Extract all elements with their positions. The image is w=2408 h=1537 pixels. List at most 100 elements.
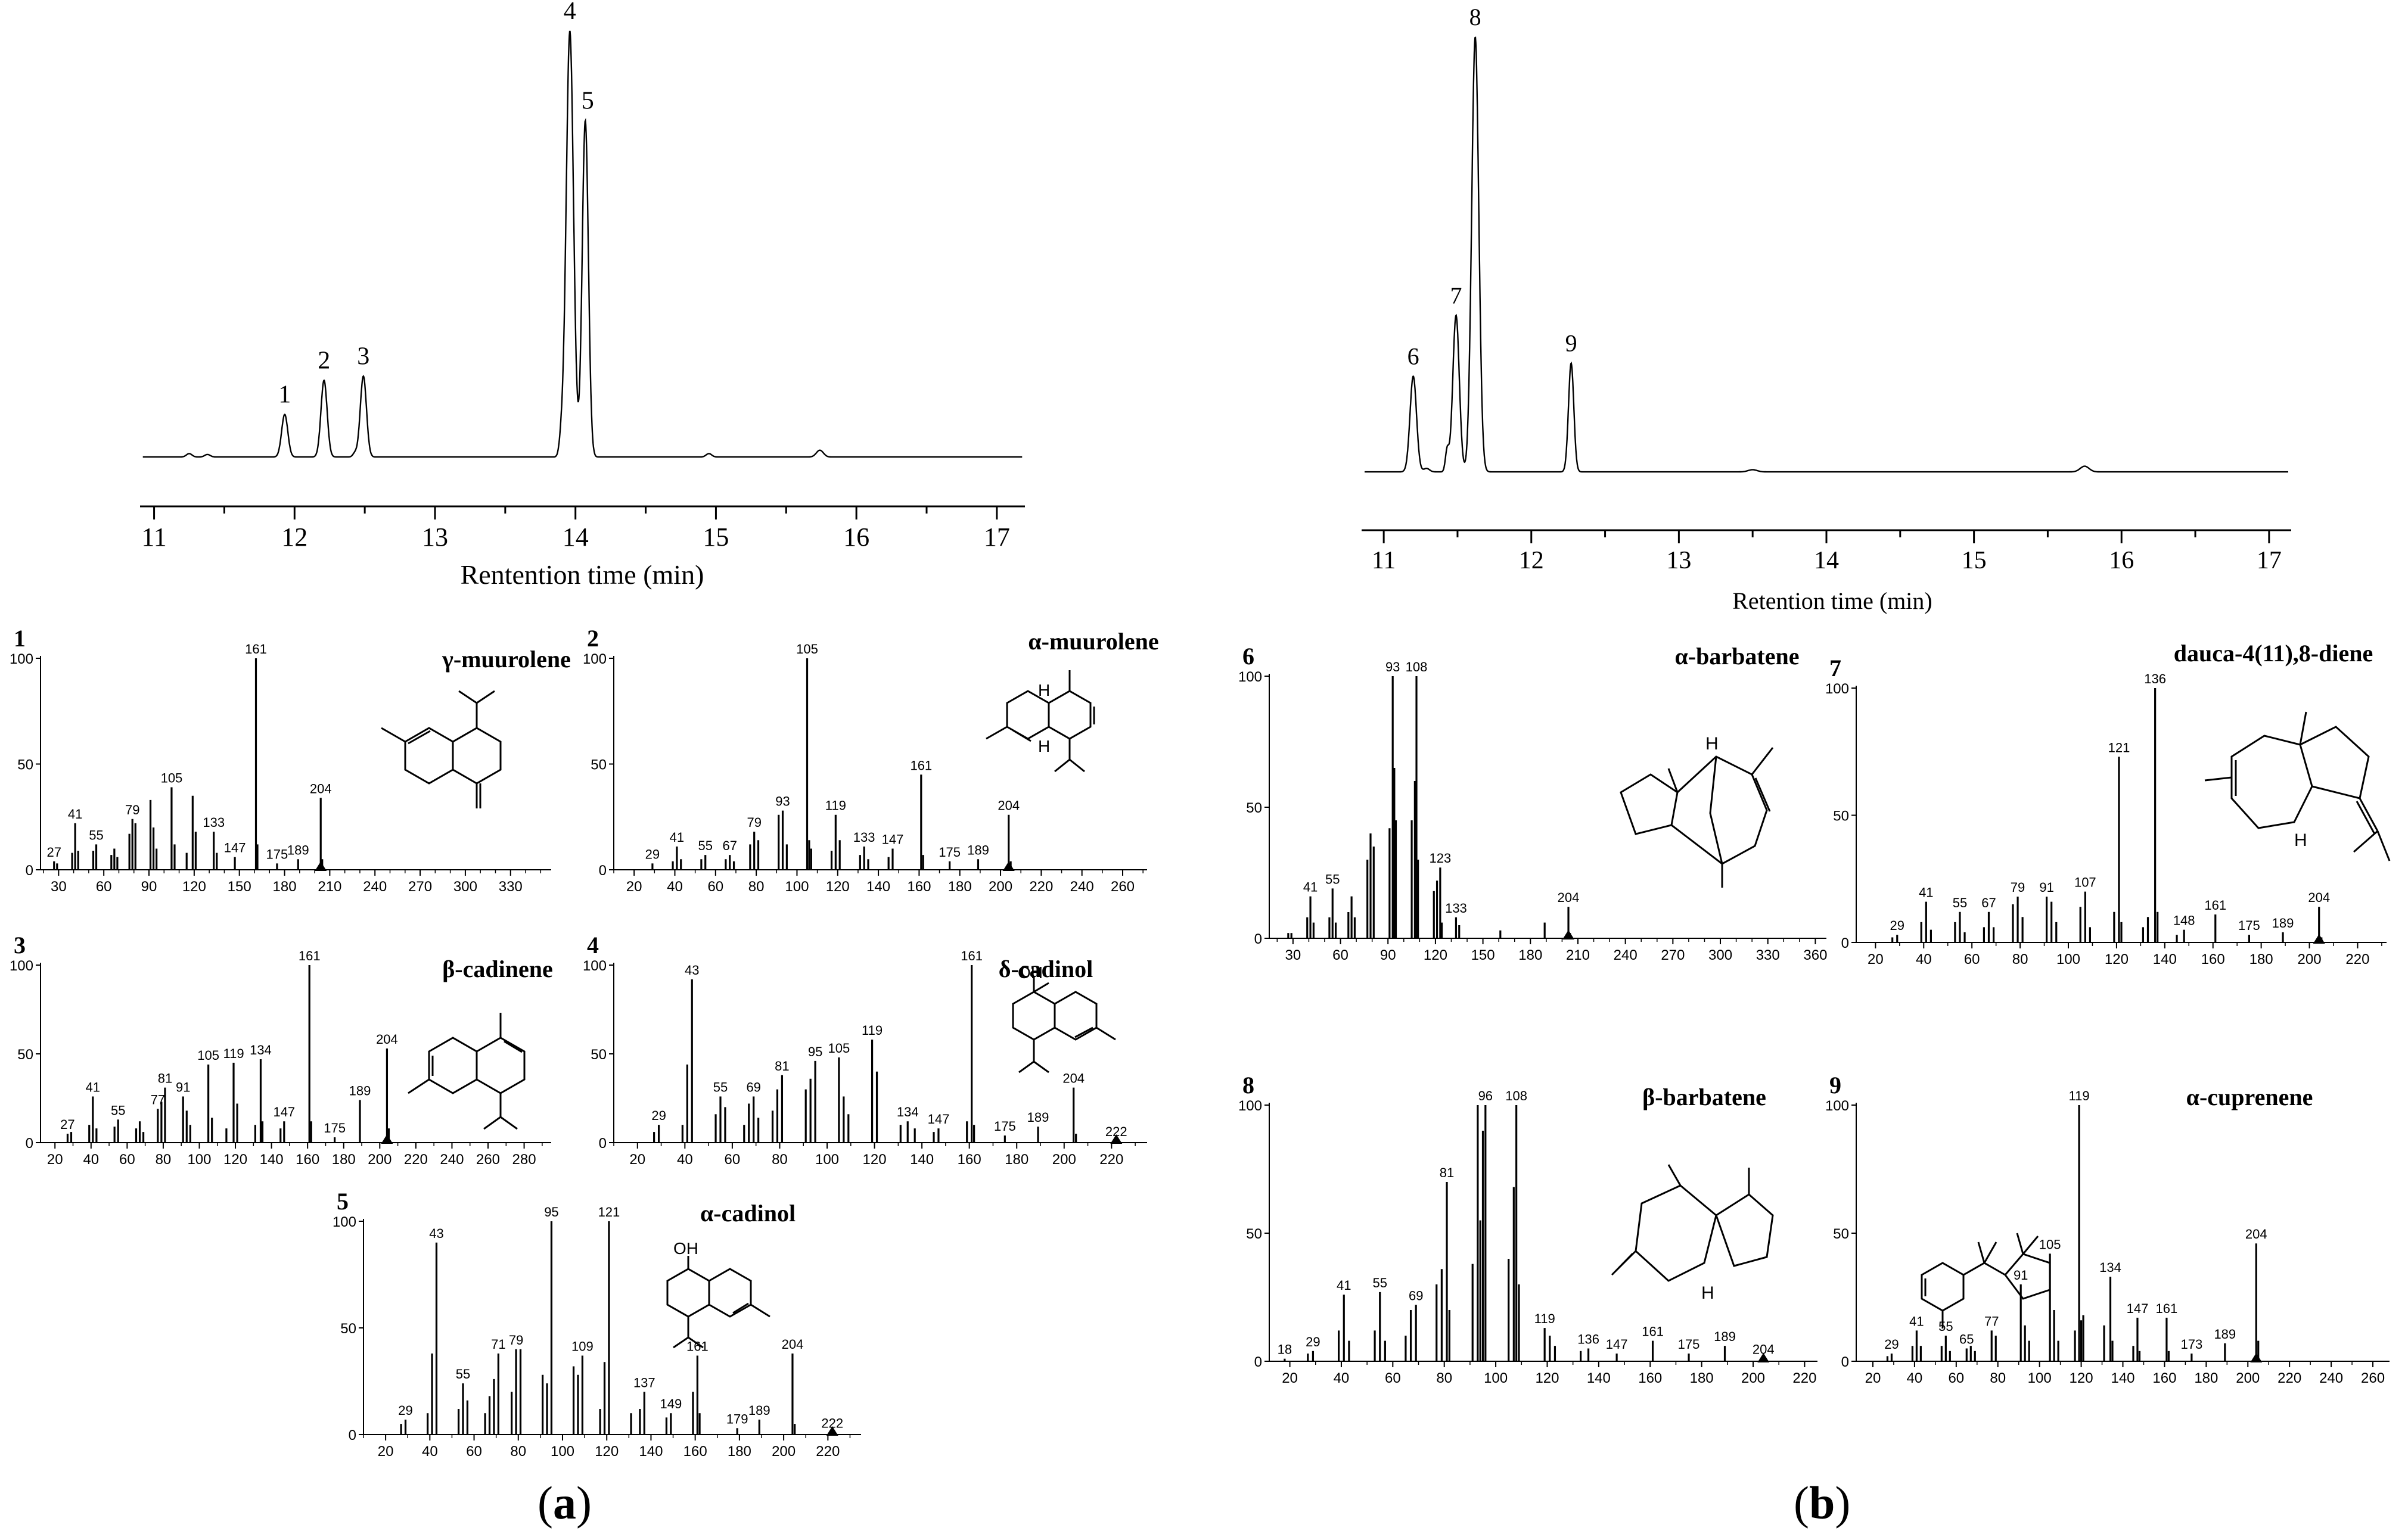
ms-2-peak-label: 41: [670, 830, 684, 845]
ms-4-xtick-label: 80: [772, 1152, 788, 1168]
ms-2-xtick-label: 240: [1070, 879, 1094, 895]
ms-2-ytick-label: 50: [591, 757, 607, 773]
chromatogram-b-peak-labels: 6 7 8 9: [1407, 4, 1577, 369]
ms-6-xtick-label: 300: [1708, 947, 1732, 963]
ms-7-peak-label: 55: [1953, 895, 1967, 910]
ms-3-xtick-label: 200: [368, 1152, 392, 1168]
ms-8-xtick-label: 200: [1741, 1370, 1765, 1386]
ms-9-peak-label: 105: [2039, 1237, 2061, 1252]
chrom-b-peak-label: 8: [1469, 4, 1481, 30]
ms-7-peak-label: 161: [2204, 898, 2226, 913]
ms-8-compound-name: β-barbatene: [1642, 1084, 1766, 1110]
structure-gamma-muurolene: [381, 690, 502, 808]
ms-1-xtick-label: 180: [273, 879, 297, 895]
ms-3-peak-label: 189: [349, 1083, 371, 1098]
ms-3-peak-label: 91: [176, 1080, 190, 1095]
chrom-b-peak-label: 6: [1407, 343, 1419, 369]
ms-1-ytick-label: 50: [17, 757, 33, 773]
ms-8-peak-label: 96: [1478, 1088, 1493, 1103]
ms-9-xtick-label: 200: [2236, 1370, 2260, 1386]
chromatogram-a-trace: [142, 30, 1023, 458]
ms-7-xtick-label: 200: [2298, 951, 2322, 967]
ms-3-xtick-label: 40: [83, 1152, 99, 1168]
ms-8-peak-label: 108: [1505, 1088, 1527, 1103]
ms-9-xtick-label: 100: [2028, 1370, 2052, 1386]
ms-1-ytick-label: 100: [10, 651, 33, 667]
ms-4-xtick-label: 20: [629, 1152, 645, 1168]
ms-4-peak-label: 29: [651, 1108, 666, 1123]
ms-3-xtick-label: 60: [119, 1152, 135, 1168]
structure-alpha-cuprenene: [1921, 1233, 2051, 1328]
ms-1-xtick-label: 90: [141, 879, 157, 895]
ms-7-xtick-label: 160: [2201, 951, 2225, 967]
ms-5-molecular-ion-marker: [826, 1426, 838, 1436]
ms-1-compound-name: γ-muurolene: [442, 646, 571, 673]
ms-4-xtick-label: 180: [1005, 1152, 1029, 1168]
ms-5-peak-label: 43: [429, 1226, 443, 1241]
ms-9-xtick-label: 60: [1948, 1370, 1964, 1386]
ms-1-peak-label: 79: [125, 802, 139, 817]
ms-2-peak-label: 119: [825, 798, 846, 813]
ms-2-peak-label: 189: [967, 842, 989, 857]
ms-4-xtick-label: 160: [958, 1152, 981, 1168]
ms-2-molecular-ion-marker: [1002, 861, 1015, 871]
ms-5-ytick-label: 0: [349, 1427, 356, 1443]
ms-4-peak-label: 134: [897, 1104, 919, 1119]
structure-delta-cadinol: OH: [1012, 963, 1116, 1074]
ms-2-peak-label: 67: [722, 838, 737, 853]
ms-3-ytick-label: 50: [17, 1047, 33, 1063]
ms-1-peak-label: 175: [266, 847, 288, 861]
chrom-a-tick-label: 11: [141, 522, 166, 552]
ms-8-peak-label: 69: [1409, 1288, 1423, 1303]
ms-8-xtick-label: 40: [1334, 1370, 1350, 1386]
ms-2-xtick-label: 100: [785, 879, 809, 895]
panel-label-b: (b): [1794, 1477, 1851, 1529]
ms-2-peak-label: 147: [882, 832, 904, 847]
chromatogram-b-trace: [1365, 36, 2288, 473]
ms-3-xtick-label: 20: [47, 1152, 63, 1168]
ms-6-xtick-label: 60: [1332, 947, 1349, 963]
ms-2-xtick-label: 260: [1111, 879, 1135, 895]
chrom-a-tick-label: 13: [422, 522, 448, 552]
chrom-a-peak-label: 5: [582, 87, 594, 114]
ms-2-peak-label: 93: [775, 794, 790, 809]
structure-beta-cadinene: [408, 1013, 526, 1130]
ms-4-peak-label: 69: [746, 1080, 760, 1095]
ms-1-peak-label: 204: [310, 781, 332, 796]
ms-3-peak-label: 55: [111, 1103, 125, 1118]
ms-7-ytick-label: 100: [1825, 681, 1849, 697]
ms-7-xtick-label: 80: [2012, 951, 2028, 967]
ms-3-ytick-label: 0: [26, 1135, 33, 1152]
ms-5-peak-label: 95: [544, 1205, 558, 1219]
ms-1-xtick-label: 150: [228, 879, 251, 895]
ms-7-ytick-label: 50: [1833, 808, 1849, 824]
chrom-b-line: [1365, 36, 2288, 473]
chrom-b-tick-label: 14: [1814, 547, 1839, 574]
ms-7-xtick-label: 180: [2249, 951, 2273, 967]
ms-1-xtick-label: 330: [499, 879, 523, 895]
ms-3-xtick-label: 220: [404, 1152, 428, 1168]
ms-9-xtick-label: 220: [2277, 1370, 2301, 1386]
ms-7-xtick-label: 120: [2105, 951, 2129, 967]
chrom-a-tick-label: 16: [843, 522, 869, 552]
ms-3-ytick-label: 100: [10, 958, 33, 974]
ms-9-peak-label: 134: [2099, 1260, 2121, 1275]
ms-7-xtick-label: 60: [1964, 951, 1980, 967]
panel-label-a: (a): [537, 1477, 592, 1529]
svg-text:H: H: [1701, 1283, 1714, 1303]
ms-1-peak-label: 41: [68, 807, 82, 822]
ms-2-ytick-label: 0: [599, 863, 607, 879]
ms-9-peak-label: 147: [2127, 1301, 2149, 1316]
ms-9-peak-label: 29: [1884, 1337, 1899, 1352]
ms-6-peak-label: 93: [1385, 659, 1400, 674]
ms-9-xtick-label: 260: [2361, 1370, 2385, 1386]
ms-4-xtick-label: 140: [910, 1152, 934, 1168]
ms-1-xtick-label: 30: [51, 879, 67, 895]
ms-3-peak-label: 119: [223, 1046, 244, 1061]
svg-text:H: H: [1038, 681, 1050, 699]
ms-9-peak-label: 91: [2014, 1268, 2028, 1283]
structure-alpha-muurolene: H H: [986, 670, 1095, 773]
ms-6-xtick-label: 360: [1803, 947, 1827, 963]
